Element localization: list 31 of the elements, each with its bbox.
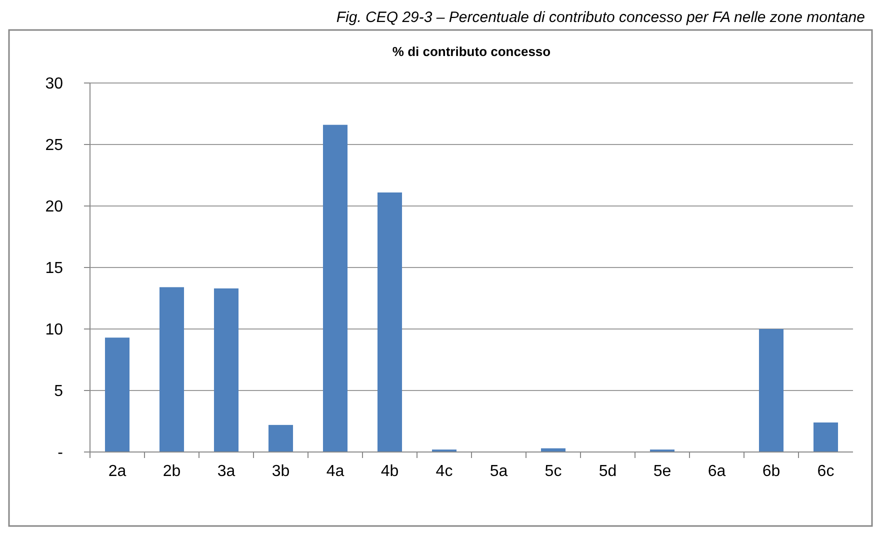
- bar: [813, 422, 838, 452]
- x-tick-label: 5e: [653, 463, 672, 480]
- x-tick-label: 6a: [708, 463, 726, 480]
- x-tick-label: 5c: [544, 463, 562, 480]
- y-tick-label: 10: [45, 322, 64, 339]
- text: Fig. CEQ 29-3 – Percentuale di contributo concesso per FA nelle zone montane: [336, 9, 865, 26]
- x-tick-label: 4a: [326, 463, 344, 480]
- bar: [322, 124, 348, 452]
- y-tick-label: -: [58, 444, 63, 462]
- x-tick-label: 2b: [162, 463, 181, 480]
- bar: [159, 287, 184, 452]
- bar: [104, 338, 130, 452]
- x-tick-label: 5d: [598, 463, 617, 480]
- chart-title: % di contributo concesso: [392, 44, 551, 59]
- y-tick-label: 20: [45, 198, 64, 216]
- bar: [268, 424, 294, 452]
- x-tick-label: 6b: [762, 463, 780, 480]
- bar: [377, 192, 402, 452]
- x-tick-label: 2a: [108, 463, 126, 480]
- y-tick-label: 30: [45, 76, 64, 93]
- x-tick-label: 4b: [380, 463, 399, 480]
- bar: [214, 288, 239, 452]
- y-tick-label: 25: [45, 137, 64, 154]
- x-tick-label: 6c: [817, 463, 834, 480]
- y-tick-label: 15: [45, 260, 64, 278]
- x-tick-label: 3a: [217, 463, 236, 480]
- y-tick-label: 5: [54, 383, 64, 400]
- x-tick-label: 3b: [272, 463, 290, 480]
- x-tick-label: 4c: [436, 463, 453, 480]
- x-tick-label: 5a: [490, 463, 508, 480]
- bar: [758, 329, 784, 452]
